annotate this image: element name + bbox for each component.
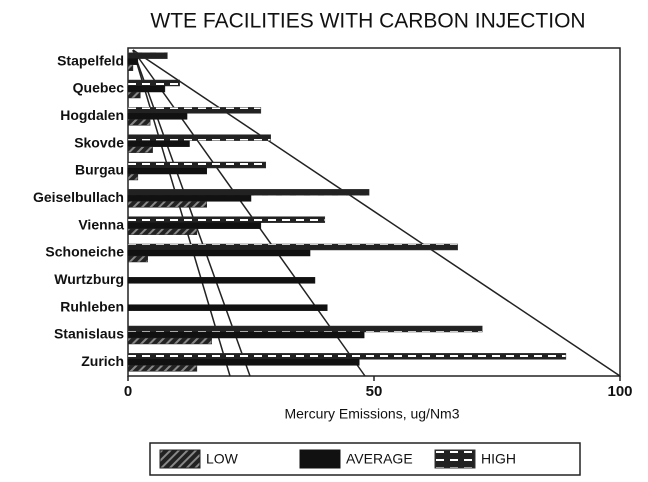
x-axis-label: Mercury Emissions, ug/Nm3 [284, 406, 459, 422]
bar [127, 52, 168, 59]
x-tick-label: 0 [124, 383, 132, 400]
legend-label: HIGH [481, 451, 516, 467]
legend-swatch [159, 449, 201, 469]
bar [127, 201, 207, 208]
x-tick-label: 100 [607, 383, 632, 400]
bar [127, 243, 458, 251]
y-tick-label: Stanislaus [54, 326, 124, 342]
chart-title: WTE FACILITIES WITH CARBON INJECTION [150, 10, 585, 33]
bar [127, 195, 252, 202]
y-tick-label: Hogdalen [60, 107, 124, 123]
y-tick-label: Wurtzburg [54, 271, 124, 287]
bar [127, 359, 360, 366]
bar [127, 304, 328, 311]
bar [127, 277, 316, 284]
bar [127, 167, 207, 175]
bar [127, 249, 311, 257]
bar [127, 91, 141, 99]
y-tick-label: Skovde [74, 134, 124, 150]
bar [127, 107, 262, 114]
bar [127, 173, 139, 181]
y-tick-label: Zurich [81, 353, 124, 369]
y-tick-label: Geiselbullach [33, 189, 124, 205]
bar [127, 222, 262, 229]
bar [127, 140, 190, 147]
y-tick-label: Schoneiche [45, 244, 124, 260]
bar [127, 189, 370, 196]
bar [127, 255, 148, 263]
bar [127, 331, 365, 339]
bar [127, 64, 134, 71]
y-tick-label: Burgau [75, 162, 124, 178]
bar [127, 161, 267, 169]
bar [127, 216, 326, 223]
y-tick-label: Stapelfeld [57, 52, 124, 68]
legend-swatch [299, 449, 341, 469]
bar [127, 146, 153, 153]
bar [127, 325, 483, 333]
bar [127, 113, 188, 120]
bar [127, 134, 271, 141]
legend-label: AVERAGE [346, 451, 413, 467]
bar [127, 58, 139, 65]
x-tick-label: 50 [366, 383, 383, 400]
y-tick-label: Ruhleben [60, 298, 124, 314]
legend-swatch [434, 449, 476, 469]
reference-lines [132, 49, 621, 377]
bar [127, 337, 212, 345]
legend [149, 442, 581, 476]
y-tick-label: Quebec [73, 80, 125, 96]
bar [127, 365, 198, 372]
legend-label: LOW [206, 451, 239, 467]
bar [127, 85, 166, 93]
bar [127, 119, 151, 126]
y-tick-label: Vienna [78, 216, 124, 232]
bar [127, 353, 567, 360]
bar [127, 79, 180, 87]
bar [127, 228, 198, 235]
